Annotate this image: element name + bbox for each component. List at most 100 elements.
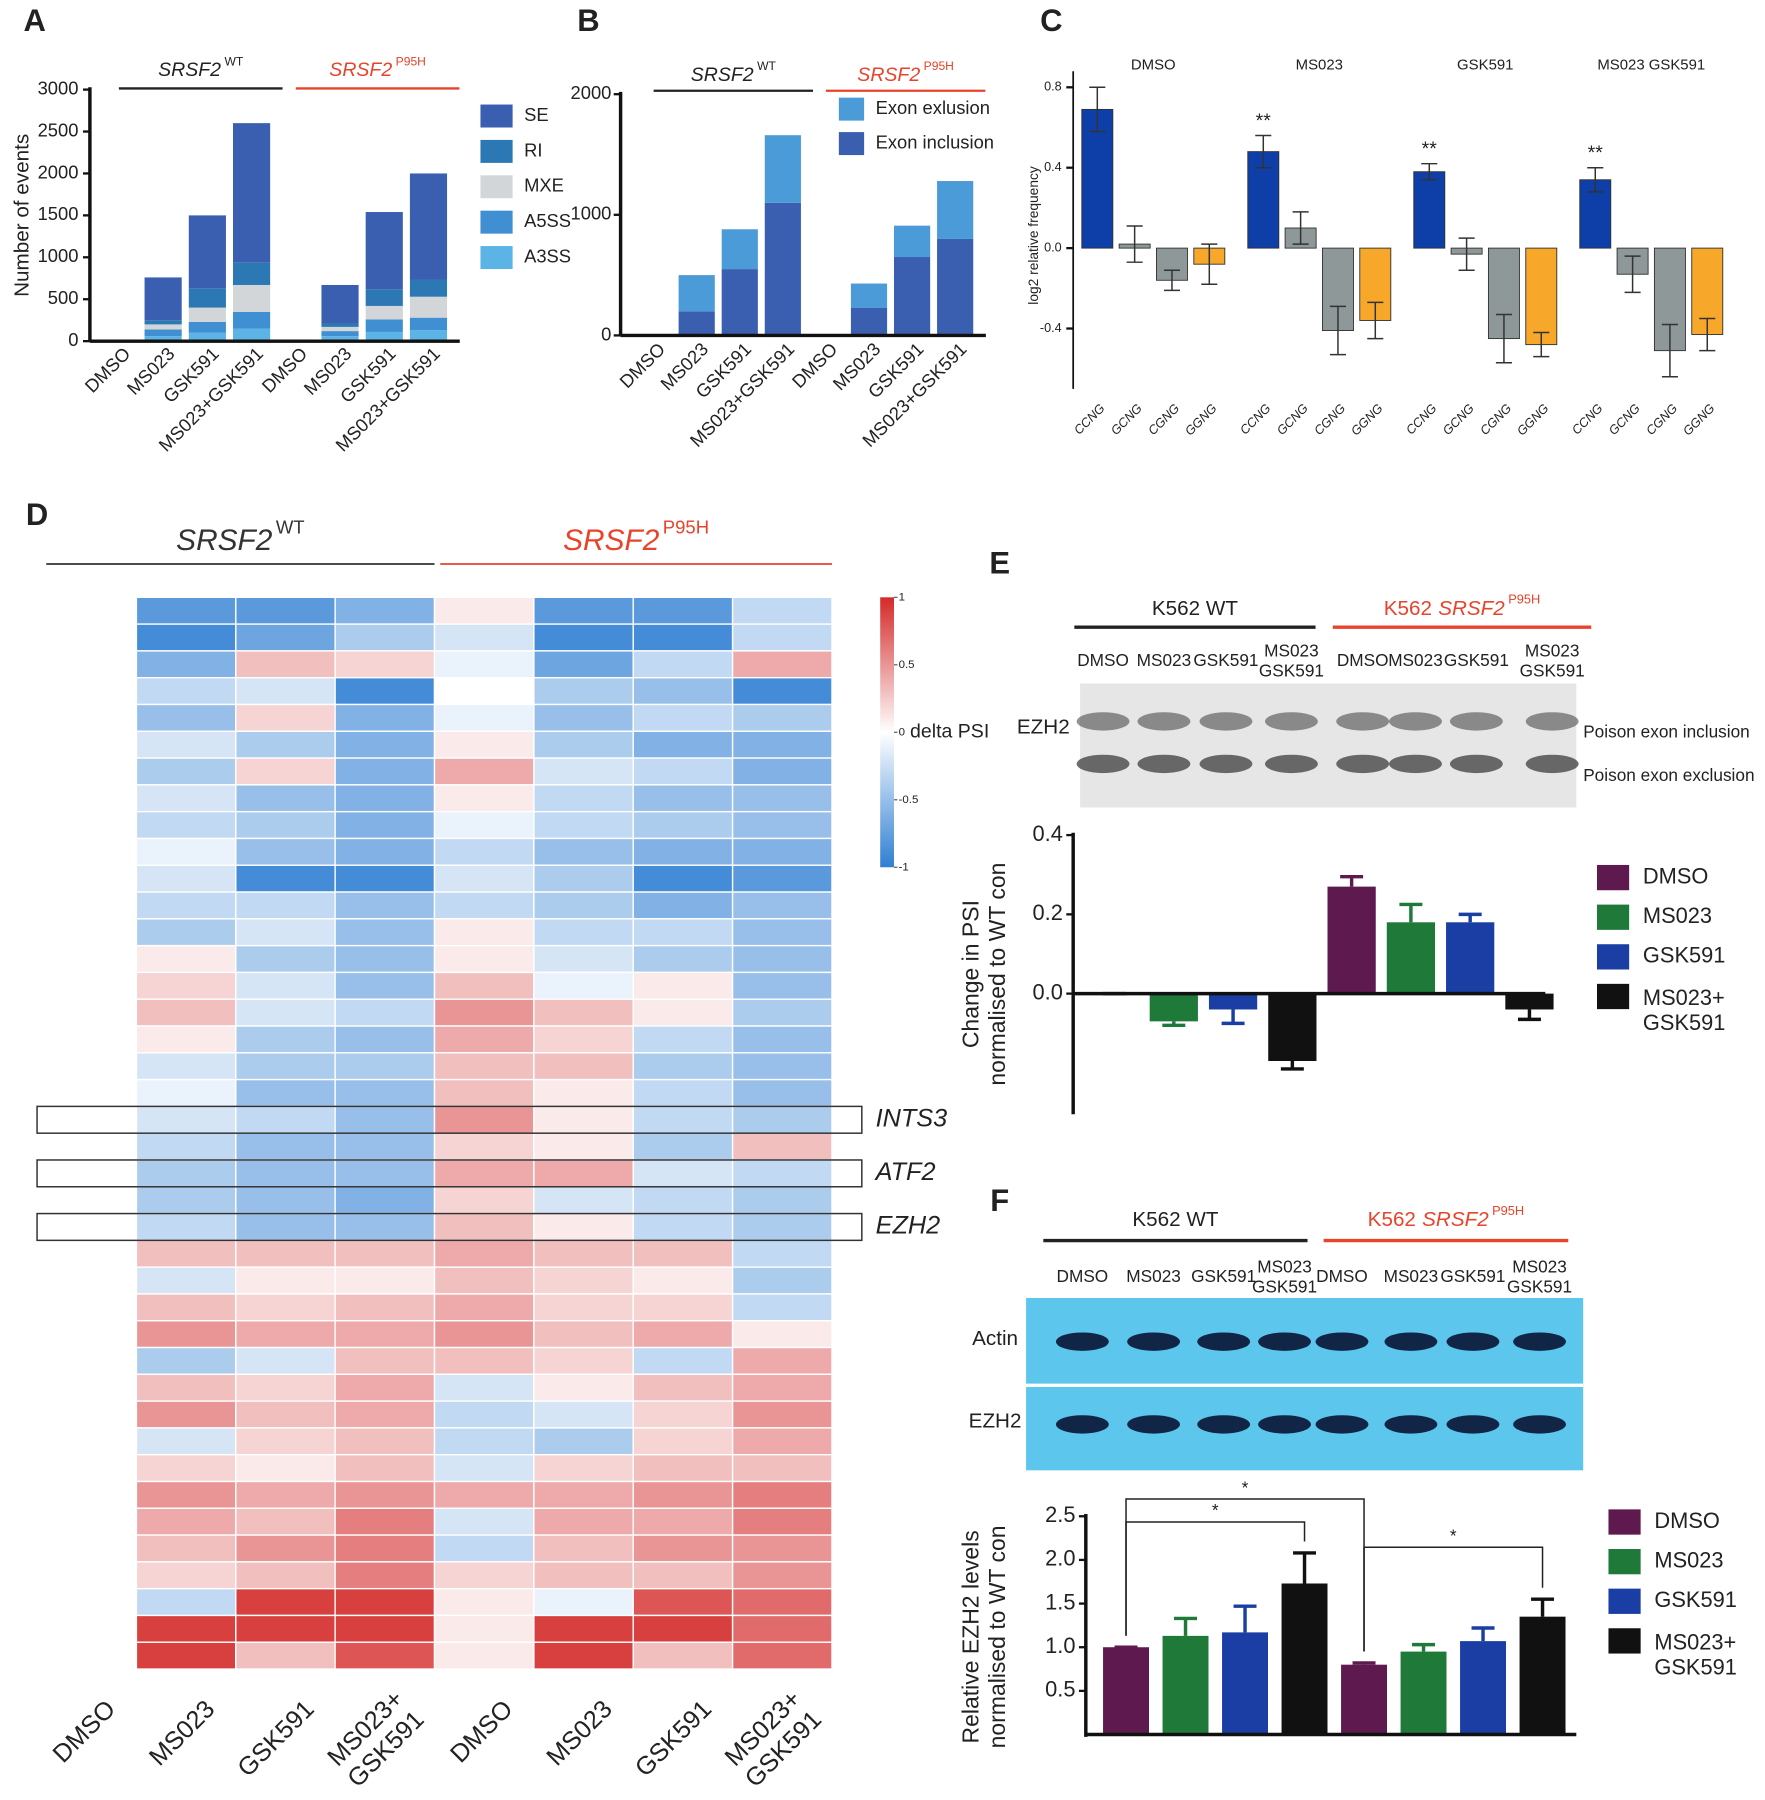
legend-label: SE [524, 104, 549, 125]
heatmap-cell [334, 1587, 436, 1617]
heatmap-cell [533, 1346, 634, 1376]
heatmap-cell [36, 1052, 138, 1081]
error-bar [1587, 166, 1604, 193]
bar-segment [678, 275, 715, 312]
blot-band [1258, 1332, 1311, 1351]
significance: ** [1588, 142, 1604, 164]
heatmap-cell [135, 864, 237, 893]
heatmap-cell [334, 1641, 436, 1670]
heatmap-cell [433, 891, 535, 920]
blot-band [1127, 1332, 1181, 1351]
error-bar [1162, 1021, 1186, 1028]
blot-band [1336, 754, 1390, 774]
legend-swatch [480, 175, 513, 199]
bar-segment [233, 284, 271, 312]
heatmap-cell [334, 971, 436, 1000]
error-bar [1340, 874, 1364, 887]
heatmap-cell [334, 998, 436, 1027]
bar-segment [233, 262, 271, 285]
blot-row-label: Actin [972, 1327, 1018, 1350]
bar-segment [365, 319, 403, 332]
heatmap-cell [334, 1320, 436, 1349]
heatmap-cell [433, 1320, 535, 1349]
bar [1525, 247, 1558, 346]
heatmap-cell [334, 757, 436, 786]
heatmap-cell [632, 944, 734, 974]
bar-segment [409, 330, 448, 342]
text-line: Relative EZH2 levels [958, 1530, 984, 1743]
blot-band [1336, 712, 1390, 731]
bar-segment [937, 238, 974, 336]
heatmap-cell [235, 1025, 336, 1054]
heatmap-cell [433, 703, 535, 732]
heatmap-cell [731, 1641, 833, 1670]
heatmap-cell [334, 1266, 436, 1295]
group-gene: SRSF2 [691, 64, 754, 86]
text-line: normalised to WT con [984, 1525, 1010, 1748]
heatmap-cell [36, 1507, 138, 1536]
group-sup: P95H [396, 55, 426, 69]
group-label: K562 SRSF2 P95H [1368, 1203, 1524, 1231]
y-tick-label: 0.0 [1033, 979, 1063, 1004]
heatmap-cell [731, 1346, 833, 1376]
bar-segment [409, 279, 448, 297]
heatmap-cell [135, 1078, 237, 1108]
heatmap-cell [334, 1132, 436, 1161]
blot-band [1137, 712, 1191, 731]
blot-band [1076, 712, 1130, 731]
column-label: MS023+GSK591 [321, 1685, 429, 1793]
blot-band [1137, 754, 1191, 774]
bar-segment [321, 326, 359, 332]
heatmap-cell [632, 864, 734, 893]
column-label: GSK591 [630, 1695, 717, 1782]
heatmap-cell [433, 1614, 535, 1643]
heatmap-cell [632, 918, 734, 947]
colorbar-tick-label: 1 [899, 591, 905, 603]
heatmap-cell [36, 1561, 138, 1590]
heatmap-cell [632, 1105, 734, 1134]
heatmap-cell [235, 677, 336, 706]
heatmap-cell [334, 1427, 436, 1456]
legend-swatch [480, 104, 513, 128]
significance: ** [1256, 110, 1272, 132]
bar [1446, 922, 1495, 994]
lane-label: MS023 [1388, 650, 1443, 670]
heatmap-cell [632, 1507, 734, 1536]
x-tick-label: CGNG [1146, 401, 1183, 438]
heatmap-cell [235, 650, 336, 679]
y-tick-label: 3000 [38, 77, 79, 98]
error-bar [1399, 902, 1423, 923]
heatmap-cell [533, 1614, 634, 1643]
heatmap-cell [533, 1052, 634, 1081]
bar [1400, 1651, 1447, 1735]
heatmap-cell [731, 703, 833, 732]
error-bar [1126, 225, 1143, 263]
x-tick-label: CCNG [1569, 401, 1605, 437]
y-tick-label: 0.5 [1045, 1677, 1075, 1702]
legend-swatch [1596, 904, 1630, 930]
heatmap-cell [533, 1587, 634, 1617]
heatmap-cell [235, 810, 336, 840]
error-bar [1089, 86, 1106, 133]
bar [1413, 171, 1446, 249]
heatmap-cell [632, 1078, 734, 1108]
blot-band [1127, 1415, 1181, 1434]
bar [1460, 1641, 1507, 1735]
heatmap-cell [36, 1534, 138, 1563]
row-label: ATF2 [874, 1158, 936, 1186]
blot-band [1389, 754, 1442, 774]
heatmap-cell [235, 1561, 336, 1590]
blot-band [1265, 712, 1318, 731]
legend-swatch [1608, 1549, 1641, 1575]
error-bar [1201, 243, 1218, 286]
heatmap-cell [433, 596, 535, 625]
colorbar-tick-label: 0 [899, 726, 905, 738]
heatmap-cell [632, 703, 734, 732]
heatmap-cell [135, 677, 237, 706]
text-line: normalised to WT con [984, 863, 1010, 1086]
heatmap-cell [533, 1212, 634, 1242]
heatmap-cell [235, 784, 336, 813]
heatmap-cell [632, 971, 734, 1000]
bar [1162, 1635, 1209, 1735]
